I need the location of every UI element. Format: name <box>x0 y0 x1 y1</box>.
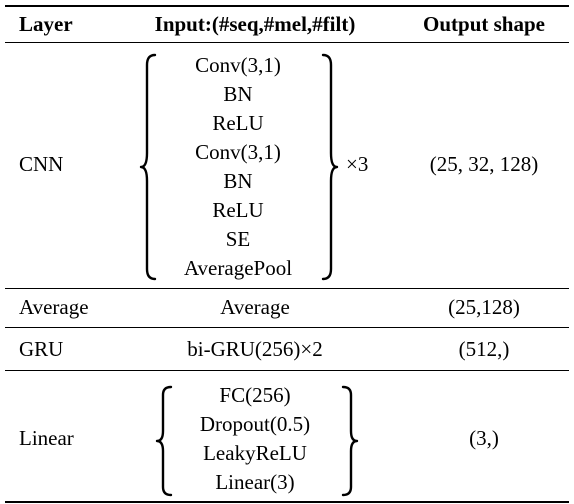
cnn-op: BN <box>223 82 253 106</box>
header-input: Input:(#seq,#mel,#filt) <box>154 12 356 36</box>
linear-op: LeakyReLU <box>203 441 307 465</box>
average-layer-label: Average <box>19 295 89 319</box>
average-row-rule <box>5 327 569 328</box>
cnn-op: AveragePool <box>183 256 293 280</box>
linear-op: FC(256) <box>219 383 291 407</box>
average-output: (25,128) <box>448 295 520 319</box>
gru-layer-label: GRU <box>19 337 64 361</box>
header-rule <box>5 42 569 43</box>
linear-right-brace <box>341 385 359 497</box>
cnn-repeat: ×3 <box>346 152 369 176</box>
bottom-rule <box>5 501 569 503</box>
cnn-op: ReLU <box>212 111 264 135</box>
cnn-layer-label: CNN <box>19 152 64 176</box>
linear-op: Dropout(0.5) <box>199 412 311 436</box>
cnn-op: SE <box>225 227 251 251</box>
cnn-output: (25, 32, 128) <box>429 152 539 176</box>
average-op: Average <box>220 295 290 319</box>
linear-op: Linear(3) <box>215 470 295 494</box>
linear-ops-stack: FC(256) Dropout(0.5) LeakyReLU Linear(3) <box>180 381 330 497</box>
cnn-row-rule <box>5 288 569 289</box>
linear-layer-label: Linear <box>19 426 74 450</box>
cnn-ops-stack: Conv(3,1) BN ReLU Conv(3,1) BN ReLU SE A… <box>165 51 311 283</box>
gru-op: bi-GRU(256)×2 <box>187 337 323 361</box>
cnn-op: Conv(3,1) <box>195 53 281 77</box>
cnn-op: BN <box>223 169 253 193</box>
cnn-right-brace <box>321 53 339 281</box>
header-layer: Layer <box>19 12 73 36</box>
gru-output: (512,) <box>458 337 510 361</box>
top-rule <box>5 5 569 7</box>
header-output: Output shape <box>423 12 545 36</box>
cnn-op: ReLU <box>212 198 264 222</box>
cnn-left-brace <box>139 53 157 281</box>
linear-left-brace <box>155 385 173 497</box>
cnn-op: Conv(3,1) <box>195 140 281 164</box>
gru-row-rule <box>5 370 569 371</box>
linear-output: (3,) <box>469 426 499 450</box>
